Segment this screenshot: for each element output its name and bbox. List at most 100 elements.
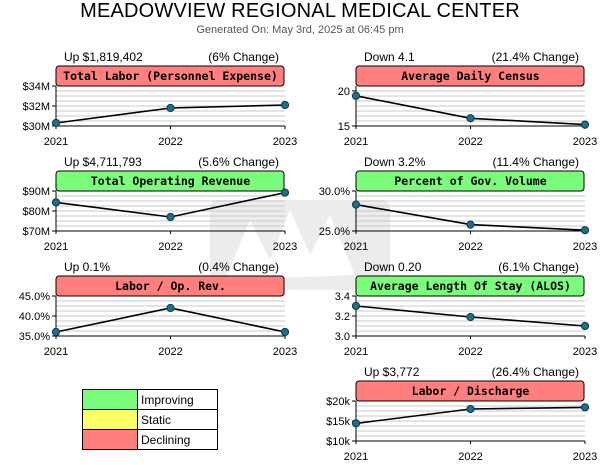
chart-7-y-tick-label: $10k xyxy=(326,436,350,448)
chart-4-data-point xyxy=(466,220,475,229)
chart-5-change-amount: Up 0.1% xyxy=(64,260,110,274)
chart-6-x-tick-label: 2023 xyxy=(573,346,597,358)
legend-swatch-declining xyxy=(83,430,138,449)
chart-1-y-tick-label: $30M xyxy=(22,121,50,133)
chart-6-y-tick-label: 3.4 xyxy=(335,291,350,303)
chart-2-data-point xyxy=(466,114,475,123)
chart-1-data-point xyxy=(51,118,61,128)
chart-1-data-point xyxy=(280,100,290,110)
chart-3-title-banner xyxy=(55,170,285,192)
legend-label-declining: Declining xyxy=(141,432,191,447)
legend-item-static: Static xyxy=(83,410,217,430)
chart-5-change-percent: (0.4% Change) xyxy=(198,260,279,274)
chart-6-y-tick-label: 3.2 xyxy=(335,311,350,323)
chart-6-y-tick-label: 3.0 xyxy=(335,331,350,343)
chart-7-title: Labor / Discharge xyxy=(412,384,530,398)
legend-label-static: Static xyxy=(141,412,172,427)
chart-4-title: Percent of Gov. Volume xyxy=(394,174,546,188)
chart-7-change-percent: (26.4% Change) xyxy=(492,365,579,379)
chart-5-data-point xyxy=(51,327,61,337)
chart-4-x-tick-label: 2022 xyxy=(458,241,482,253)
report-title: MEADOWVIEW REGIONAL MEDICAL CENTER xyxy=(80,0,520,22)
chart-4-data-point xyxy=(580,226,590,235)
chart-6-change-percent: (6.1% Change) xyxy=(498,260,579,274)
chart-2-y-tick-label: 15 xyxy=(338,121,350,133)
chart-3-data-point xyxy=(166,212,175,222)
chart-5-y-tick-label: 45.0% xyxy=(19,291,50,303)
chart-2-x-tick-label: 2023 xyxy=(573,136,597,148)
chart-3-change-percent: (5.6% Change) xyxy=(198,155,279,169)
chart-3-y-tick-label: $70M xyxy=(22,226,50,238)
chart-3-x-tick-label: 2023 xyxy=(273,241,297,253)
chart-7-data-point xyxy=(351,419,361,428)
chart-3-x-tick-label: 2022 xyxy=(158,241,182,253)
chart-2-change-percent: (21.4% Change) xyxy=(492,50,579,64)
chart-7-data-point xyxy=(466,404,475,414)
chart-4-y-tick-label: 30.0% xyxy=(319,186,350,198)
chart-5-title: Labor / Op. Rev. xyxy=(115,279,226,293)
chart-1-title: Total Labor (Personnel Expense) xyxy=(63,69,278,83)
chart-1-y-tick-label: $32M xyxy=(22,101,50,113)
chart-2-title: Average Daily Census xyxy=(401,69,539,83)
chart-6-data-point xyxy=(580,321,590,331)
chart-4-y-tick-label: 25.0% xyxy=(319,226,350,238)
chart-2-data-point xyxy=(580,120,590,129)
chart-4-change-amount: Down 3.2% xyxy=(364,155,426,169)
chart-1-change-percent: (6% Change) xyxy=(208,50,279,64)
chart-6-data-point xyxy=(466,312,475,322)
chart-7-data-point xyxy=(580,403,590,412)
chart-5-y-tick-label: 40.0% xyxy=(19,311,50,323)
chart-3-y-tick-label: $80M xyxy=(22,206,50,218)
chart-3-x-tick-label: 2021 xyxy=(44,241,68,253)
chart-4-change-percent: (11.4% Change) xyxy=(493,155,580,169)
chart-1-title-banner xyxy=(55,65,285,87)
chart-6-change-amount: Down 0.20 xyxy=(364,260,422,274)
chart-6-data-point xyxy=(351,301,361,311)
watermark-logo xyxy=(210,200,390,290)
chart-1-x-tick-label: 2021 xyxy=(44,136,68,148)
chart-5-title-banner xyxy=(55,275,285,297)
chart-5-x-tick-label: 2023 xyxy=(273,346,297,358)
chart-1-x-tick-label: 2022 xyxy=(158,136,182,148)
chart-5-y-tick-label: 35.0% xyxy=(19,331,50,343)
legend-item-improving: Improving xyxy=(83,390,217,410)
chart-6-x-tick-label: 2022 xyxy=(458,346,482,358)
chart-1-data-point xyxy=(166,103,175,113)
chart-5-data-point xyxy=(166,303,175,313)
legend-item-declining: Declining xyxy=(83,430,217,449)
chart-3-y-tick-label: $90M xyxy=(22,186,50,198)
chart-2-x-tick-label: 2021 xyxy=(344,136,368,148)
report-subtitle: Generated On: May 3rd, 2025 at 06:45 pm xyxy=(196,24,404,36)
chart-4-x-tick-label: 2021 xyxy=(344,241,368,253)
chart-7-x-tick-label: 2023 xyxy=(573,451,597,463)
legend-swatch-improving xyxy=(83,390,138,409)
chart-2-data-point xyxy=(351,91,361,100)
legend-swatch-static xyxy=(83,410,138,429)
chart-2-x-tick-label: 2022 xyxy=(458,136,482,148)
chart-1-change-amount: Up $1,819,402 xyxy=(64,50,143,64)
status-legend: Improving Static Declining xyxy=(82,389,218,450)
chart-5-x-tick-label: 2021 xyxy=(44,346,68,358)
chart-7-y-tick-label: $20k xyxy=(326,396,350,408)
chart-1-y-tick-label: $34M xyxy=(22,81,50,93)
chart-5-data-point xyxy=(280,327,290,337)
chart-7-x-tick-label: 2022 xyxy=(458,451,482,463)
chart-3-title: Total Operating Revenue xyxy=(91,174,250,188)
chart-3-data-point xyxy=(280,188,290,197)
chart-2-title-banner xyxy=(355,65,585,87)
chart-2-y-tick-label: 20 xyxy=(338,86,350,98)
chart-3-data-point xyxy=(51,198,61,207)
chart-4-title-banner xyxy=(355,170,585,192)
chart-7-change-amount: Up $3,772 xyxy=(364,365,420,379)
chart-7-y-tick-label: $15k xyxy=(326,416,350,428)
chart-6-x-tick-label: 2021 xyxy=(344,346,368,358)
chart-7-title-banner xyxy=(355,380,585,402)
chart-2-change-amount: Down 4.1 xyxy=(364,50,415,64)
chart-4-x-tick-label: 2023 xyxy=(573,241,597,253)
chart-6-title: Average Length Of Stay (ALOS) xyxy=(370,279,571,293)
legend-label-improving: Improving xyxy=(141,392,194,407)
chart-3-change-amount: Up $4,711,793 xyxy=(64,155,142,169)
chart-7-x-tick-label: 2021 xyxy=(344,451,368,463)
chart-5-x-tick-label: 2022 xyxy=(158,346,182,358)
